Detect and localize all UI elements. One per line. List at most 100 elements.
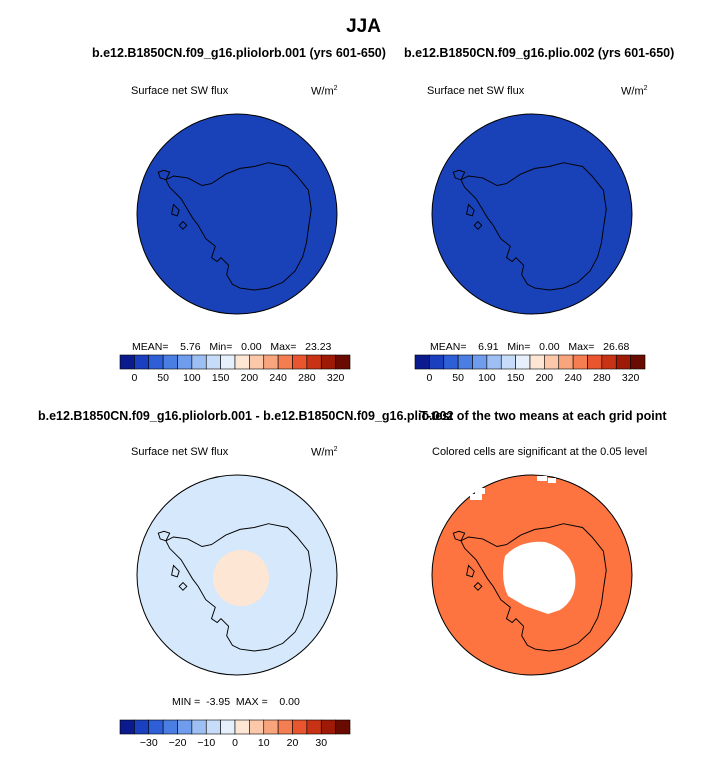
colorbar-swatch <box>234 719 250 735</box>
colorbar-swatch <box>277 719 293 735</box>
colorbar-swatch <box>320 354 336 370</box>
colorbar-tick-label: 240 <box>564 372 582 384</box>
colorbar-tick-label: 20 <box>287 737 299 749</box>
colorbar-swatch <box>472 354 488 370</box>
colorbar-swatch <box>414 354 430 370</box>
colorbar-swatch <box>162 719 178 735</box>
panel-3-units: W/m2 <box>311 446 338 459</box>
colorbar-swatch <box>119 354 135 370</box>
colorbar-tick-label: 0 <box>426 372 432 384</box>
colorbar-swatch <box>205 719 221 735</box>
panel-1-map <box>136 113 338 315</box>
colorbar-swatch <box>529 354 545 370</box>
colorbar-swatch <box>306 719 322 735</box>
colorbar-swatch <box>335 719 351 735</box>
panel-1-units: W/m2 <box>311 85 338 98</box>
colorbar-swatch <box>306 354 322 370</box>
colorbar-swatch <box>429 354 445 370</box>
colorbar-swatch <box>572 354 588 370</box>
colorbar-tick-label: 280 <box>593 372 611 384</box>
colorbar-swatch <box>220 354 236 370</box>
colorbar-tick-label: 200 <box>536 372 554 384</box>
colorbar-swatch <box>134 719 150 735</box>
colorbar-tick-label: 50 <box>157 372 169 384</box>
colorbar-tick-label: 150 <box>507 372 525 384</box>
colorbar-swatch <box>249 354 265 370</box>
colorbar-swatch <box>587 354 603 370</box>
panel-3-colorbar: −30 −20 −10 0 10 20 30 <box>119 719 351 749</box>
panel-2-field <box>431 113 633 315</box>
colorbar-swatch <box>119 719 135 735</box>
colorbar-tick-label: 150 <box>212 372 230 384</box>
colorbar-tick-label: 50 <box>452 372 464 384</box>
panel-2-variable-label: Surface net SW flux <box>427 85 525 97</box>
colorbar-tick-label: 100 <box>183 372 201 384</box>
figure-title: JJA <box>346 16 381 37</box>
panel-3-map <box>136 474 338 676</box>
panel-1-variable-label: Surface net SW flux <box>131 85 229 97</box>
panel-3-variable-label: Surface net SW flux <box>131 446 229 458</box>
colorbar-swatch <box>515 354 531 370</box>
colorbar-tick-label: 200 <box>241 372 259 384</box>
panel-1-stats: MEAN= 5.76 Min= 0.00 Max= 23.23 <box>132 341 332 353</box>
colorbar-swatch <box>220 719 236 735</box>
colorbar-swatch <box>249 719 265 735</box>
panel-2-stats: MEAN= 6.91 Min= 0.00 Max= 26.68 <box>430 341 630 353</box>
colorbar-swatch <box>191 354 207 370</box>
colorbar-swatch <box>177 719 193 735</box>
colorbar-swatch <box>292 354 308 370</box>
colorbar-tick-label: 0 <box>232 737 238 749</box>
panel-2-case-title: b.e12.B1850CN.f09_g16.plio.002 (yrs 601-… <box>404 46 675 60</box>
panel-3-stats: MIN = -3.95 MAX = 0.00 <box>172 696 300 708</box>
colorbar-swatch <box>544 354 560 370</box>
colorbar-swatch <box>443 354 459 370</box>
panel-1-case-title: b.e12.B1850CN.f09_g16.pliolorb.001 (yrs … <box>92 46 386 60</box>
colorbar-swatch <box>558 354 574 370</box>
colorbar-swatch <box>292 719 308 735</box>
colorbar-tick-label: 280 <box>298 372 316 384</box>
colorbar-swatch <box>486 354 502 370</box>
colorbar-swatch <box>148 719 164 735</box>
panel-4-annotation: Colored cells are significant at the 0.0… <box>432 446 648 458</box>
colorbar-tick-label: 320 <box>622 372 640 384</box>
colorbar-tick-label: 0 <box>131 372 137 384</box>
panel-3-center-anomaly <box>213 550 269 606</box>
panel-2-colorbar: 0 50 100 150 200 240 280 320 <box>414 354 646 384</box>
panel-2-map <box>431 113 633 315</box>
colorbar-swatch <box>177 354 193 370</box>
panel-4-map <box>431 474 633 676</box>
colorbar-swatch <box>134 354 150 370</box>
colorbar-swatch <box>601 354 617 370</box>
panel-4-insignificant-region <box>503 541 576 614</box>
colorbar-tick-label: 320 <box>327 372 345 384</box>
colorbar-swatch <box>191 719 207 735</box>
colorbar-tick-label: −30 <box>140 737 158 749</box>
colorbar-swatch <box>615 354 631 370</box>
colorbar-swatch <box>277 354 293 370</box>
panel-4-insignificant-cell <box>537 476 547 481</box>
panel-2-units: W/m2 <box>621 85 648 98</box>
colorbar-tick-label: 10 <box>258 737 270 749</box>
colorbar-swatch <box>457 354 473 370</box>
colorbar-swatch <box>500 354 516 370</box>
colorbar-tick-label: −20 <box>169 737 187 749</box>
colorbar-swatch <box>630 354 646 370</box>
colorbar-tick-label: 30 <box>315 737 327 749</box>
panel-1-field <box>136 113 338 315</box>
panel-4-insignificant-cell <box>470 494 482 500</box>
colorbar-tick-label: 100 <box>478 372 496 384</box>
panel-4-insignificant-cell <box>548 478 556 483</box>
colorbar-swatch <box>162 354 178 370</box>
colorbar-swatch <box>335 354 351 370</box>
colorbar-swatch <box>263 719 279 735</box>
panel-3-case-title: b.e12.B1850CN.f09_g16.pliolorb.001 - b.e… <box>38 409 454 423</box>
colorbar-swatch <box>148 354 164 370</box>
panel-4-insignificant-cell <box>475 488 485 494</box>
panel-4-case-title: T-test of the two means at each grid poi… <box>420 409 667 423</box>
colorbar-swatch <box>205 354 221 370</box>
colorbar-tick-label: −10 <box>197 737 215 749</box>
colorbar-swatch <box>263 354 279 370</box>
colorbar-swatch <box>234 354 250 370</box>
panel-1-colorbar: 0 50 100 150 200 240 280 320 <box>119 354 351 384</box>
